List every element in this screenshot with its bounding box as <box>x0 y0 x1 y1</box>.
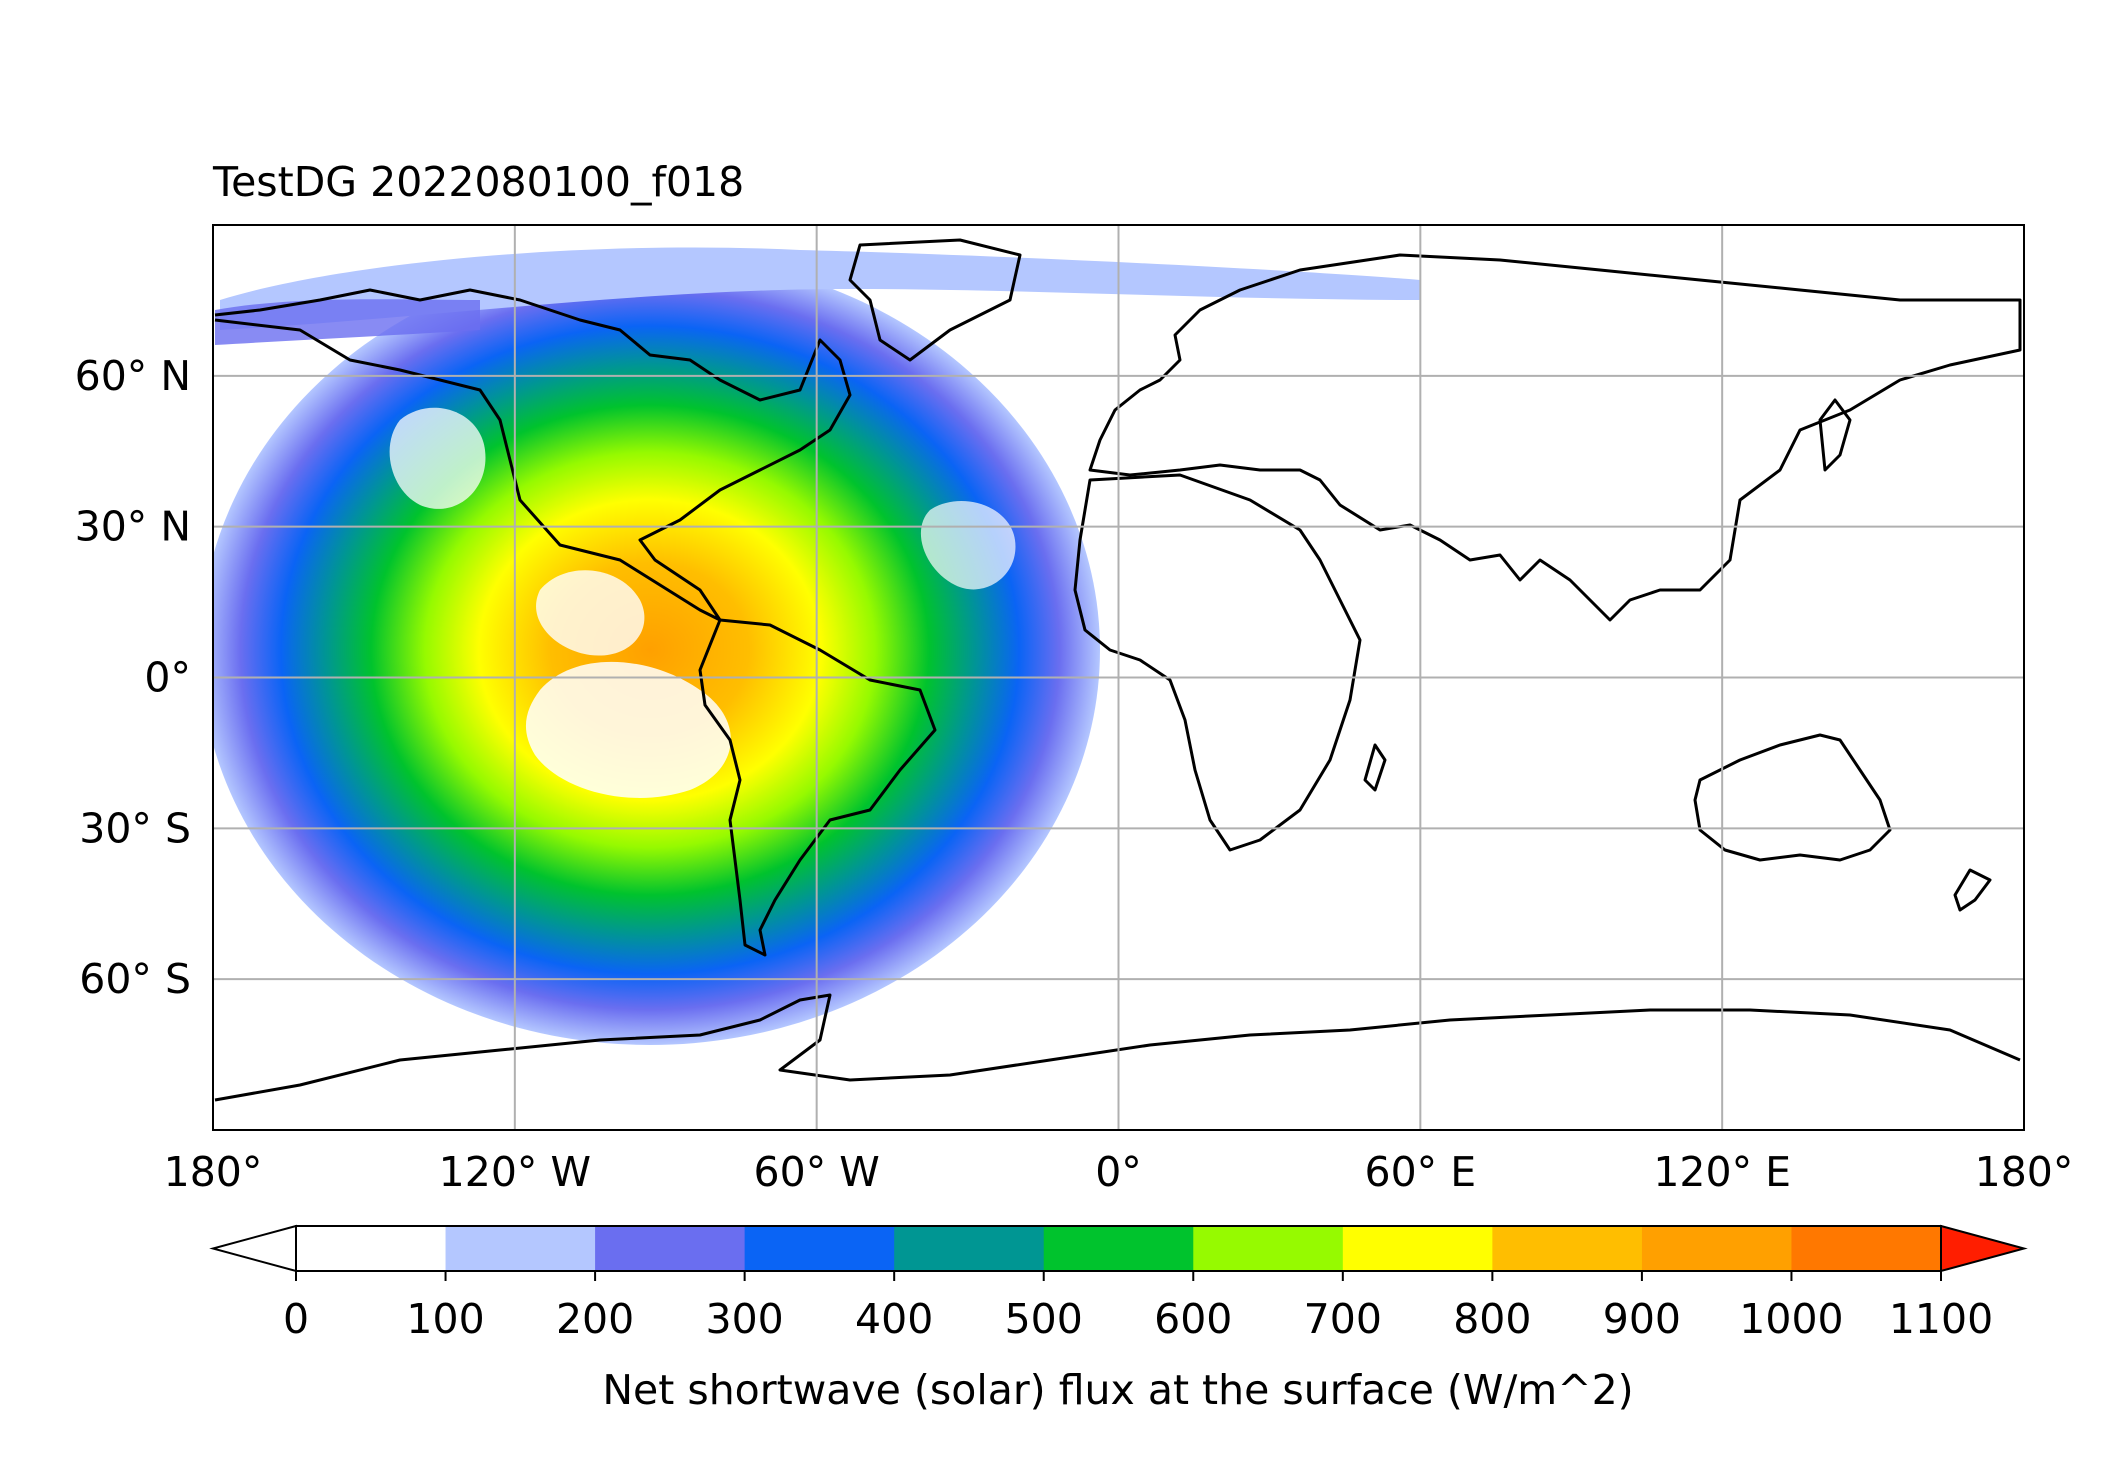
latitude-tick-label: 30° S <box>79 804 191 852</box>
colorbar <box>209 1224 2028 1273</box>
colorbar-tick-label: 1100 <box>1889 1295 1993 1343</box>
flux-disk <box>213 255 1100 1045</box>
colorbar-label: Net shortwave (solar) flux at the surfac… <box>602 1366 1633 1414</box>
cloud-region <box>536 570 645 656</box>
longitude-tick-label: 60° W <box>754 1148 880 1196</box>
arctic-low-flux <box>220 247 1420 330</box>
arctic-low-flux <box>215 299 480 345</box>
colorbar-tick-label: 800 <box>1453 1295 1531 1343</box>
coastline-australia <box>1693 733 1892 862</box>
colorbar-segment <box>1492 1226 1643 1271</box>
map-panel <box>213 225 2024 1130</box>
cloud-region <box>525 661 731 798</box>
colorbar-segment <box>1193 1226 1344 1271</box>
coastline-africa <box>1073 473 1362 852</box>
colorbar-segment <box>595 1226 746 1271</box>
latitude-tick-label: 60° N <box>75 352 191 400</box>
colorbar-segment <box>744 1226 895 1271</box>
cloud-region <box>920 501 1016 590</box>
colorbar-tick-label: 400 <box>855 1295 933 1343</box>
colorbar-segment <box>445 1226 596 1271</box>
latitude-tick-label: 60° S <box>79 955 191 1003</box>
colorbar-ticks: 0 100 200 300 400 500 600 700 800 900 1000 1100 <box>283 1271 1993 1343</box>
colorbar-over-arrow <box>1940 1224 2028 1273</box>
longitude-tick-label: 180° <box>164 1148 263 1196</box>
coastline-japan <box>1818 398 1852 472</box>
map-frame <box>212 224 2025 1131</box>
colorbar-tick-label: 200 <box>556 1295 634 1343</box>
coastlines <box>214 238 2022 1102</box>
longitude-tick-label: 180° <box>1975 1148 2074 1196</box>
colorbar-tick-label: 600 <box>1154 1295 1232 1343</box>
colorbar-tick-label: 1000 <box>1739 1295 1843 1343</box>
gridlines <box>213 225 2024 1130</box>
colorbar-tick-label: 500 <box>1005 1295 1083 1343</box>
latitude-tick-label: 0° <box>144 654 191 702</box>
coastline-new-zealand <box>1953 868 1992 912</box>
coastline-north-america <box>214 288 852 622</box>
colorbar-tick-label: 700 <box>1304 1295 1382 1343</box>
longitude-tick-label: 120° E <box>1653 1148 1791 1196</box>
colorbar-segment <box>1342 1226 1493 1271</box>
colorbar-segment <box>894 1226 1045 1271</box>
colorbar-tick-label: 0 <box>283 1295 309 1343</box>
colorbar-under-arrow <box>209 1224 297 1273</box>
coastline-south-america <box>698 618 937 957</box>
longitude-tick-label: 0° <box>1095 1148 1142 1196</box>
longitude-labels: 180° 120° W 60° W 0° 60° E 120° E 180° <box>164 1148 2074 1196</box>
coastline-antarctica <box>214 993 2021 1102</box>
longitude-tick-label: 120° W <box>439 1148 591 1196</box>
flux-field <box>213 247 1420 1045</box>
colorbar-segment <box>1641 1226 1792 1271</box>
colorbar-segment <box>296 1226 447 1271</box>
colorbar-segment <box>1043 1226 1194 1271</box>
colorbar-tick-label: 300 <box>706 1295 784 1343</box>
longitude-tick-label: 60° E <box>1365 1148 1477 1196</box>
coastline-eurasia <box>1088 253 2022 622</box>
latitude-labels: 60° N 30° N 0° 30° S 60° S <box>75 352 191 1003</box>
colorbar-segment <box>1791 1226 1942 1271</box>
colorbar-frame <box>295 1225 1942 1272</box>
latitude-tick-label: 30° N <box>75 503 191 551</box>
coastline-greenland <box>848 238 1022 362</box>
coastline-madagascar <box>1363 743 1387 792</box>
colorbar-tick-label: 100 <box>406 1295 484 1343</box>
colorbar-tick-label: 900 <box>1603 1295 1681 1343</box>
cloud-region <box>389 407 486 509</box>
map-title: TestDG 2022080100_f018 <box>212 158 744 206</box>
